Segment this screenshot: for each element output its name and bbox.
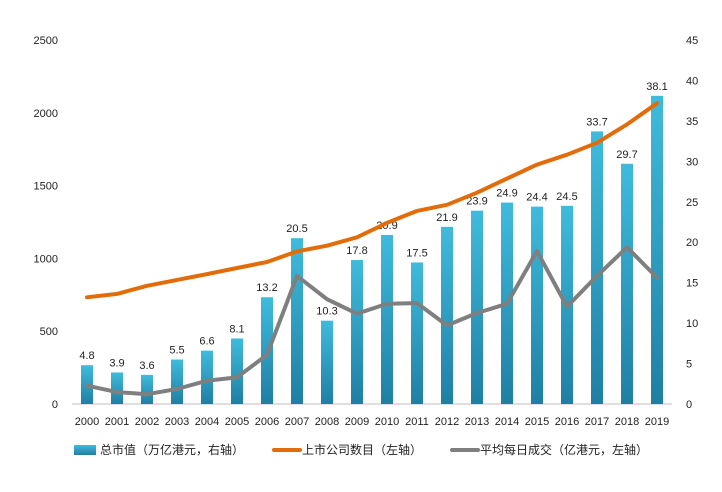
bar xyxy=(381,234,393,404)
right-axis-tick-label: 20 xyxy=(686,237,698,249)
bar-data-label: 24.4 xyxy=(526,192,547,204)
right-axis: 0 5 10 15 20 25 30 35 40 45 xyxy=(686,35,698,411)
x-axis-tick-label: 2003 xyxy=(165,416,189,428)
right-axis-tick-label: 45 xyxy=(686,35,698,47)
x-axis-tick-label: 2008 xyxy=(315,416,339,428)
x-axis-tick-label: 2018 xyxy=(615,416,639,428)
right-axis-tick-label: 25 xyxy=(686,197,698,209)
bar-data-label: 3.9 xyxy=(109,357,124,369)
x-axis-tick-label: 2011 xyxy=(405,416,429,428)
bar xyxy=(621,163,633,404)
x-axis-tick-label: 2009 xyxy=(345,416,369,428)
bar-data-label: 33.7 xyxy=(586,116,607,128)
bar xyxy=(171,359,183,404)
x-axis-tick-label: 2019 xyxy=(645,416,669,428)
bar xyxy=(321,320,333,404)
bar-data-label: 5.5 xyxy=(169,345,184,357)
right-axis-tick-label: 30 xyxy=(686,156,698,168)
right-axis-tick-label: 40 xyxy=(686,75,698,87)
daily-turnover-line xyxy=(85,245,659,397)
x-axis-tick-label: 2007 xyxy=(285,416,309,428)
right-axis-tick-label: 5 xyxy=(686,359,692,371)
bar xyxy=(531,206,543,404)
x-axis: 2000 2001 2002 2003 2004 2005 2006 2007 2008 2009… xyxy=(72,403,672,428)
line-series xyxy=(85,101,659,397)
bar-data-label: 13.2 xyxy=(256,282,277,294)
x-axis-tick-label: 2002 xyxy=(135,416,159,428)
bar-data-labels: 4.8 3.9 3.6 5.5 6.6 8.1 13.2 20.5 10.3 17.8 20.9 17… xyxy=(79,81,667,372)
x-axis-tick-label: 2005 xyxy=(225,416,249,428)
x-axis-tick-label: 2015 xyxy=(525,416,549,428)
bar xyxy=(141,374,153,404)
bar xyxy=(441,226,453,404)
x-axis-tick-label: 2006 xyxy=(255,416,279,428)
bar-data-label: 6.6 xyxy=(199,336,214,348)
legend-label: 总市值（万亿港元，右轴） xyxy=(100,442,244,457)
bar-data-label: 24.9 xyxy=(496,188,517,200)
bar-data-label: 8.1 xyxy=(229,323,244,335)
x-axis-tick-label: 2000 xyxy=(75,416,99,428)
bar xyxy=(231,338,243,404)
bar xyxy=(471,210,483,404)
right-axis-tick-label: 0 xyxy=(686,399,692,411)
left-axis-tick-label: 1000 xyxy=(34,253,58,265)
x-axis-tick-label: 2001 xyxy=(105,416,129,428)
left-axis-tick-label: 500 xyxy=(40,326,58,338)
legend-swatch-bar xyxy=(74,445,96,455)
bar-data-label: 17.5 xyxy=(406,247,427,259)
bar-data-label: 3.6 xyxy=(139,360,154,372)
bar xyxy=(591,131,603,404)
legend: 总市值（万亿港元，右轴） 上市公司数目（左轴） 平均每日成交（亿港元，左轴） xyxy=(74,442,648,457)
bar xyxy=(351,260,363,404)
left-axis-tick-label: 2500 xyxy=(34,35,58,47)
bar xyxy=(411,262,423,404)
x-axis-tick-label: 2012 xyxy=(435,416,459,428)
left-axis-tick-label: 2000 xyxy=(34,108,58,120)
left-axis-tick-label: 1500 xyxy=(34,181,58,193)
x-axis-tick-label: 2016 xyxy=(555,416,579,428)
bar-data-label: 4.8 xyxy=(79,350,94,362)
right-axis-tick-label: 35 xyxy=(686,116,698,128)
bar xyxy=(111,372,123,404)
bar-data-label: 23.9 xyxy=(466,196,487,208)
x-axis-tick-label: 2010 xyxy=(375,416,399,428)
bar-data-label: 38.1 xyxy=(646,81,667,93)
legend-label: 上市公司数目（左轴） xyxy=(302,442,422,457)
x-axis-tick-label: 2014 xyxy=(495,416,519,428)
right-axis-tick-label: 10 xyxy=(686,318,698,330)
x-axis-tick-label: 2017 xyxy=(585,416,609,428)
bar-series xyxy=(81,95,663,405)
bar xyxy=(651,95,663,405)
bar-data-label: 17.8 xyxy=(346,245,367,257)
x-axis-tick-label: 2013 xyxy=(465,416,489,428)
left-axis-tick-label: 0 xyxy=(52,399,58,411)
left-axis: 0 500 1000 1500 2000 2500 xyxy=(34,35,58,411)
listed-companies-line xyxy=(85,101,659,300)
bar xyxy=(291,238,303,404)
bar-data-label: 20.5 xyxy=(286,223,307,235)
bar-data-label: 24.5 xyxy=(556,191,577,203)
legend-label: 平均每日成交（亿港元，左轴） xyxy=(480,442,648,457)
bar-data-label: 20.9 xyxy=(376,220,397,232)
bar-data-label: 10.3 xyxy=(316,306,337,318)
bar-data-label: 29.7 xyxy=(616,149,637,161)
x-axis-tick-label: 2004 xyxy=(195,416,219,428)
right-axis-tick-label: 15 xyxy=(686,278,698,290)
bar-data-label: 21.9 xyxy=(436,212,457,224)
bar xyxy=(201,350,213,404)
